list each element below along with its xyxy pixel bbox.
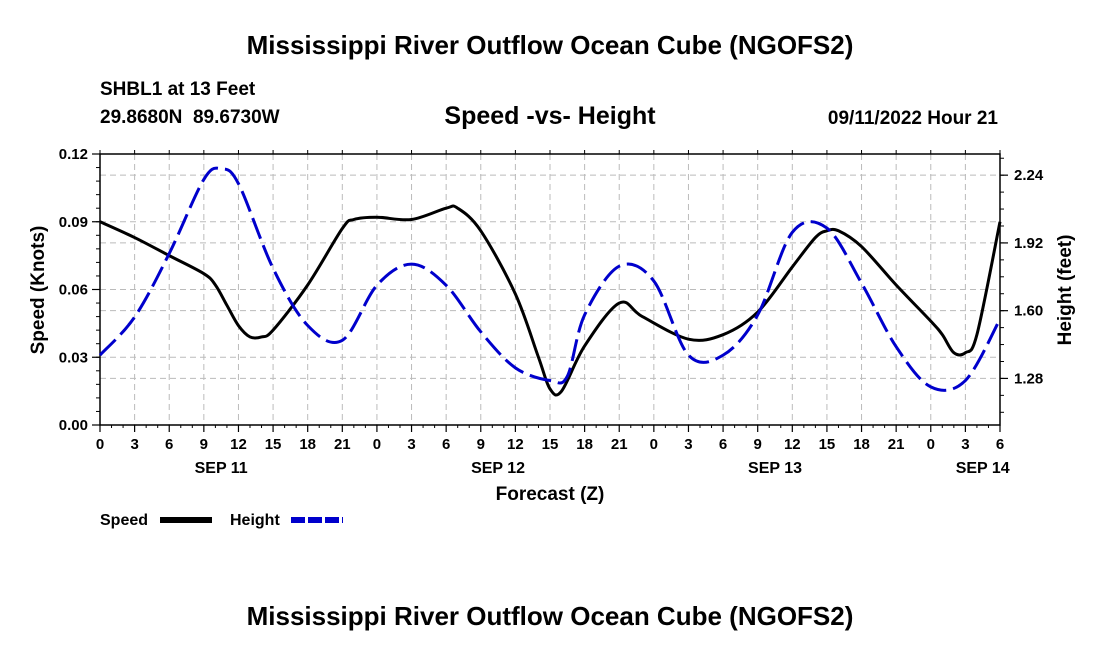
station-label: SHBL1 at 13 Feet	[100, 79, 256, 100]
x-tick-label: 6	[719, 436, 727, 453]
x-tick-label: 12	[784, 436, 801, 453]
plot-frame	[99, 153, 1001, 426]
x-tick-label: 6	[996, 436, 1004, 453]
x-tick-label: 0	[650, 436, 658, 453]
datetime-label: 09/11/2022 Hour 21	[828, 108, 998, 129]
date-label: SEP 14	[956, 460, 1010, 477]
x-tick-label: 3	[961, 436, 969, 453]
y-left-tick-label: 0.00	[59, 417, 88, 434]
y-right-tick-label: 2.24	[1014, 167, 1044, 184]
x-axis-title: Forecast (Z)	[496, 484, 605, 505]
date-label: SEP 12	[471, 460, 525, 477]
x-tick-label: 9	[200, 436, 208, 453]
y-axis-left-labels: 0.00 0.03 0.06 0.09 0.12	[59, 146, 88, 434]
x-tick-label: 12	[507, 436, 524, 453]
x-tick-label: 18	[299, 436, 316, 453]
x-tick-label: 12	[230, 436, 247, 453]
y-right-tick-label: 1.60	[1014, 303, 1043, 320]
y-right-tick-label: 1.92	[1014, 235, 1043, 252]
x-tick-label: 9	[477, 436, 485, 453]
x-tick-label: 3	[130, 436, 138, 453]
y-right-tick-label: 1.28	[1014, 370, 1043, 387]
legend-label-speed: Speed	[100, 512, 148, 529]
coords-label: 29.8680N 89.6730W	[100, 107, 280, 128]
x-tick-label: 18	[576, 436, 593, 453]
chart-title: Mississippi River Outflow Ocean Cube (NG…	[247, 30, 854, 60]
date-label: SEP 11	[195, 460, 248, 477]
grid-lines	[100, 154, 1000, 425]
x-tick-label: 21	[334, 436, 351, 453]
x-tick-label: 9	[754, 436, 762, 453]
y-axis-right-labels: 1.28 1.60 1.92 2.24	[1014, 167, 1044, 387]
series-lines	[98, 166, 1002, 397]
x-tick-label: 0	[96, 436, 104, 453]
date-labels: SEP 11 SEP 12 SEP 13 SEP 14	[195, 460, 1010, 477]
x-tick-label: 0	[373, 436, 381, 453]
x-tick-label: 21	[611, 436, 628, 453]
x-tick-label: 3	[407, 436, 415, 453]
x-tick-label: 15	[542, 436, 559, 453]
x-tick-label: 15	[265, 436, 282, 453]
x-tick-label: 18	[853, 436, 870, 453]
x-tick-label: 6	[165, 436, 173, 453]
y-axis-left-title: Speed (Knots)	[28, 226, 49, 355]
footer-title: Mississippi River Outflow Ocean Cube (NG…	[247, 601, 854, 631]
x-tick-label: 6	[442, 436, 450, 453]
series-line-speed	[99, 204, 1002, 397]
date-label: SEP 13	[748, 460, 802, 477]
x-tick-label: 15	[819, 436, 836, 453]
x-tick-label: 21	[888, 436, 905, 453]
y-left-tick-label: 0.06	[59, 282, 88, 299]
x-axis-labels: 0 3 6 9 12 15 18 21 0 3 6 9 12 15 18 21 0 3 6 9 12 15 18 21 0 3 6	[96, 436, 1004, 453]
legend: Speed Height	[100, 512, 343, 529]
series-line-height	[98, 166, 1002, 392]
legend-label-height: Height	[230, 512, 280, 529]
chart-subtitle: Speed -vs- Height	[444, 102, 656, 130]
y-left-tick-label: 0.12	[59, 146, 88, 163]
x-tick-label: 0	[927, 436, 935, 453]
y-left-tick-label: 0.09	[59, 214, 88, 231]
y-left-tick-label: 0.03	[59, 349, 88, 366]
y-axis-right-title: Height (feet)	[1055, 235, 1076, 346]
x-tick-label: 3	[684, 436, 692, 453]
